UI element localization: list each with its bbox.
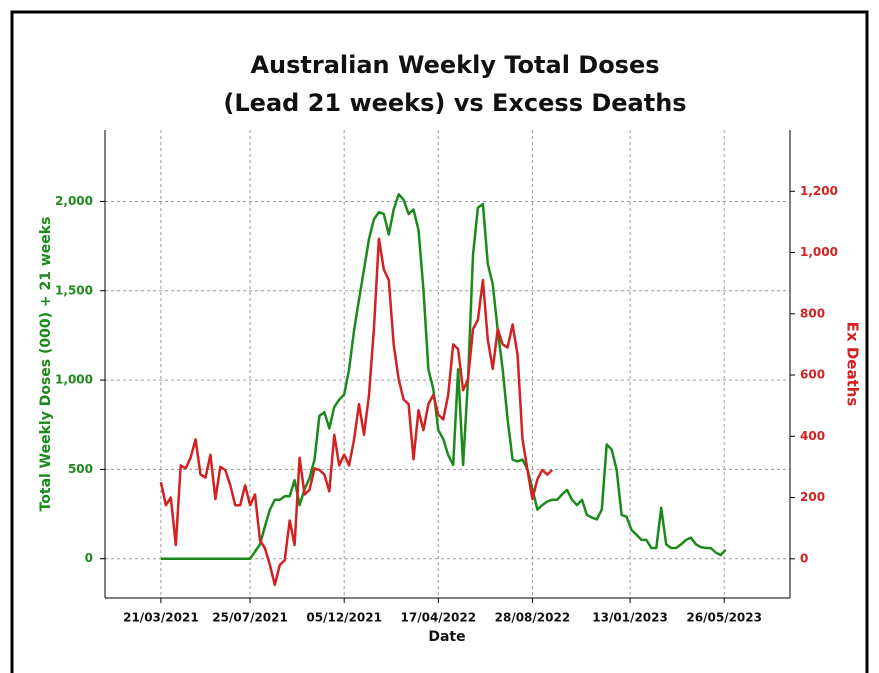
y2-tick-label: 800 — [800, 306, 825, 320]
y2-tick-label: 200 — [800, 490, 825, 504]
chart-title: Australian Weekly Total Doses — [250, 51, 659, 79]
y2-tick-label: 1,200 — [800, 184, 838, 198]
x-tick-label: 05/12/2021 — [306, 611, 382, 625]
y2-tick-label: 400 — [800, 429, 825, 443]
x-tick-label: 21/03/2021 — [123, 611, 199, 625]
y2-tick-label: 600 — [800, 368, 825, 382]
x-axis-label: Date — [428, 629, 465, 645]
chart-title: (Lead 21 weeks) vs Excess Deaths — [223, 89, 686, 117]
x-tick-label: 26/05/2023 — [686, 611, 762, 625]
frame — [10, 10, 869, 673]
x-tick-label: 17/04/2022 — [401, 611, 477, 625]
y2-tick-label: 1,000 — [800, 245, 838, 259]
y-tick-label: 2,000 — [55, 194, 93, 208]
x-tick-label: 13/01/2023 — [592, 611, 668, 625]
y-tick-label: 1,000 — [55, 373, 93, 387]
y-tick-label: 0 — [85, 551, 93, 565]
series-line — [160, 193, 727, 560]
y-tick-label: 1,500 — [55, 283, 93, 297]
series-line — [159, 237, 554, 587]
y2-axis-label: Ex Deaths — [844, 322, 862, 407]
y-tick-label: 500 — [68, 462, 93, 476]
y-axis-label: Total Weekly Doses (000) + 21 weeks — [38, 217, 54, 512]
x-tick-label: 28/08/2022 — [495, 611, 571, 625]
y2-tick-label: 0 — [800, 551, 808, 565]
x-tick-label: 25/07/2021 — [212, 611, 288, 625]
